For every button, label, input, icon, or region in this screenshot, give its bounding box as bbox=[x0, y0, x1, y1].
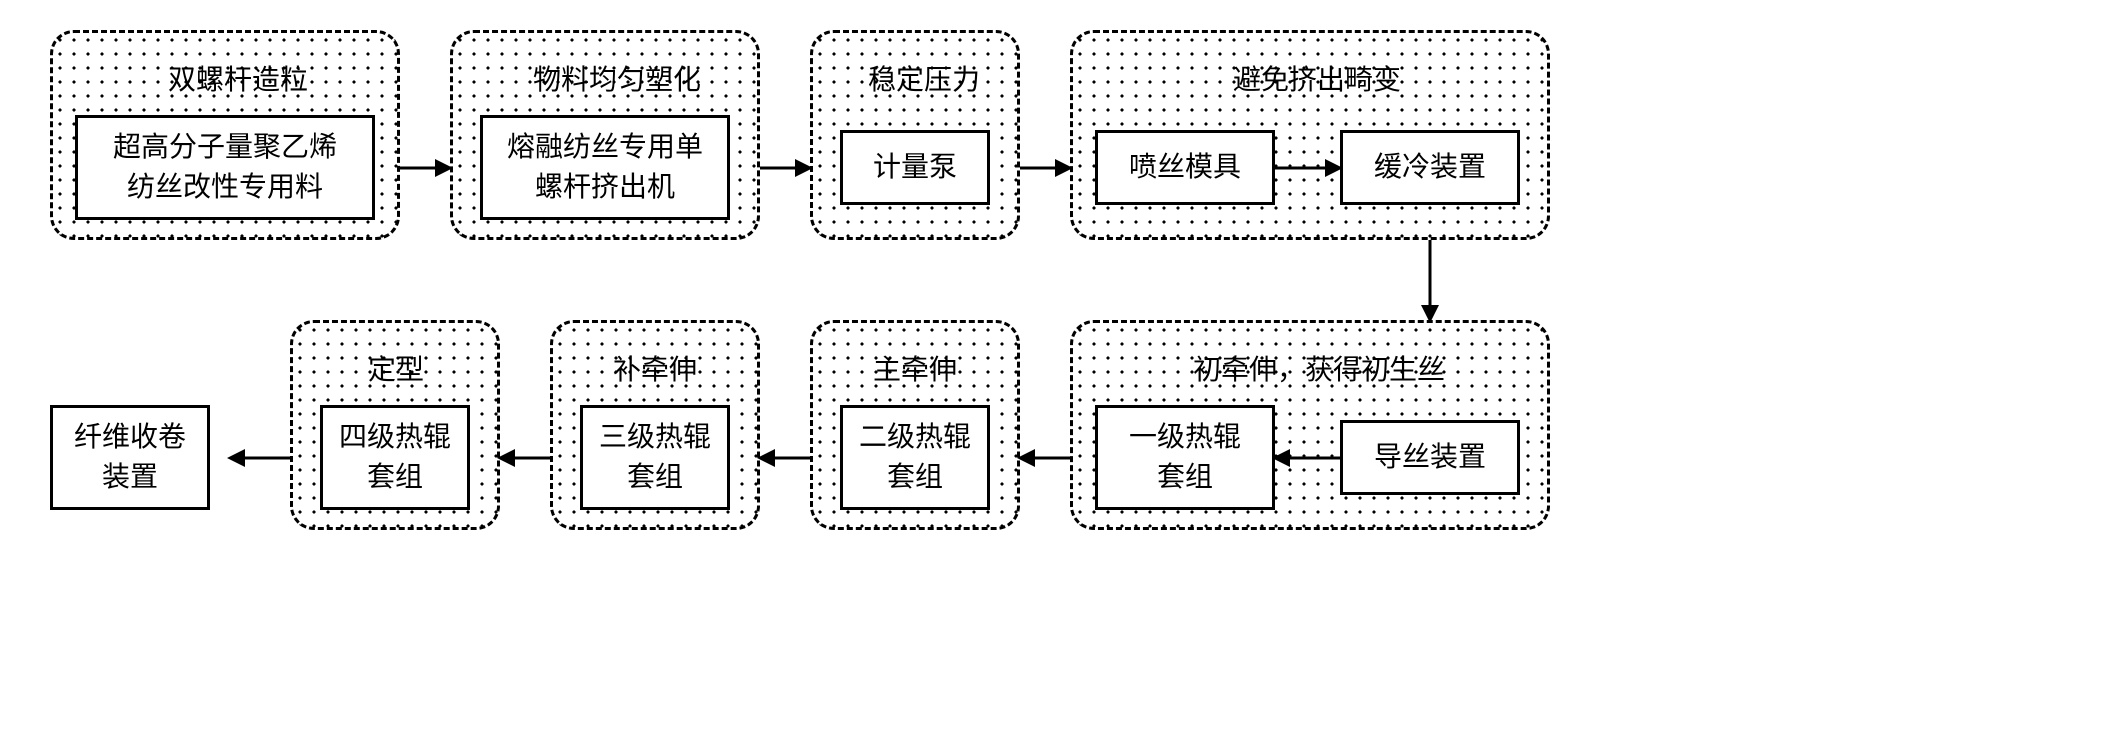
group-title-g5: 初牵伸，获得初生丝 bbox=[1193, 348, 1445, 388]
box-b1: 超高分子量聚乙烯纺丝改性专用料 bbox=[75, 115, 375, 220]
group-title-g6: 主牵伸 bbox=[873, 348, 957, 388]
box-b7: 一级热辊套组 bbox=[1095, 405, 1275, 510]
box-b3: 计量泵 bbox=[840, 130, 990, 205]
group-title-g3: 稳定压力 bbox=[868, 58, 980, 98]
box-b11: 纤维收卷装置 bbox=[50, 405, 210, 510]
group-title-g4: 避免挤出畸变 bbox=[1233, 58, 1401, 98]
box-b6: 导丝装置 bbox=[1340, 420, 1520, 495]
box-b10: 四级热辊套组 bbox=[320, 405, 470, 510]
flow-diagram: 双螺杆造粒 物料均匀塑化 稳定压力 避免挤出畸变初牵伸，获得初生丝 主牵伸 补牵伸 定型 超… bbox=[20, 20, 2098, 718]
group-title-g2: 物料均匀塑化 bbox=[533, 58, 701, 98]
box-b2: 熔融纺丝专用单螺杆挤出机 bbox=[480, 115, 730, 220]
box-b9: 三级热辊套组 bbox=[580, 405, 730, 510]
group-title-g8: 定型 bbox=[368, 348, 424, 388]
box-b4: 喷丝模具 bbox=[1095, 130, 1275, 205]
group-title-g7: 补牵伸 bbox=[613, 348, 697, 388]
box-b5: 缓冷装置 bbox=[1340, 130, 1520, 205]
box-b8: 二级热辊套组 bbox=[840, 405, 990, 510]
group-title-g1: 双螺杆造粒 bbox=[168, 58, 308, 98]
